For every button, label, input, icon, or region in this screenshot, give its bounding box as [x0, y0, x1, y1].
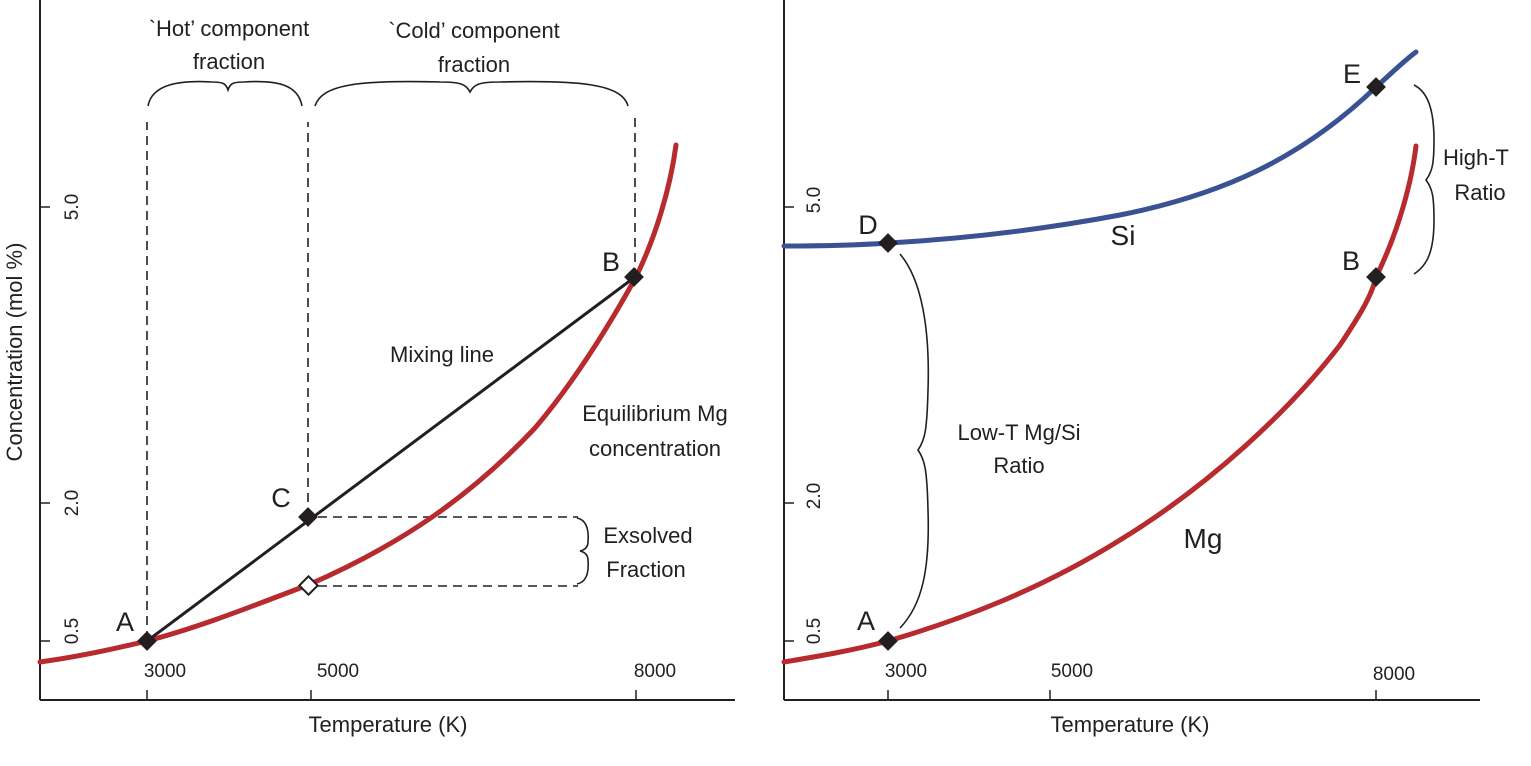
left-x-axis-label: Temperature (K) — [309, 712, 468, 737]
mg-series-label: Mg — [1184, 523, 1223, 554]
right-x-tick-label: 5000 — [1051, 661, 1093, 682]
right-y-tick-label: 2.0 — [804, 483, 825, 509]
left-y-axis-label: Concentration (mol %) — [2, 243, 27, 462]
exsolved-brace — [576, 517, 590, 585]
equilibrium-curve-label: concentration — [589, 436, 721, 461]
point-marker-e — [1366, 77, 1386, 97]
mixing-line — [146, 275, 636, 643]
point-marker-a — [878, 631, 898, 651]
high-t-label: High-T — [1443, 145, 1509, 170]
cold-fraction-label: `Cold’ component — [388, 18, 560, 43]
point-label-d: D — [858, 210, 878, 240]
mixing-line-label: Mixing line — [390, 342, 494, 367]
left-panel: 5.0 2.0 0.5 3000 5000 8000 Temperature (… — [2, 0, 735, 737]
right-x-tick-label: 8000 — [1373, 664, 1415, 685]
point-label-a: A — [857, 606, 875, 636]
left-y-tick-label: 2.0 — [62, 490, 83, 516]
point-label-b: B — [1342, 246, 1360, 276]
point-label-a: A — [116, 607, 134, 637]
point-label-c: C — [271, 483, 291, 513]
right-x-axis-label: Temperature (K) — [1051, 712, 1210, 737]
point-marker-d — [878, 233, 898, 253]
hot-fraction-label: `Hot’ component — [149, 16, 310, 41]
exsolved-label: Fraction — [606, 557, 685, 582]
point-label-e: E — [1343, 59, 1361, 89]
mg-curve — [781, 143, 1419, 665]
right-panel: 5.0 2.0 0.5 3000 5000 8000 Temperature (… — [781, 0, 1509, 737]
point-marker-c — [298, 507, 318, 527]
right-x-tick-label: 3000 — [885, 661, 927, 682]
right-y-tick-label: 0.5 — [804, 618, 825, 644]
right-y-tick-label: 5.0 — [804, 187, 825, 213]
left-x-tick-label: 8000 — [634, 661, 676, 682]
high-t-brace — [1413, 84, 1435, 275]
left-y-tick-label: 5.0 — [62, 194, 83, 220]
equilibrium-mg-curve — [37, 142, 679, 665]
si-series-label: Si — [1111, 220, 1136, 251]
point-marker-b — [1366, 267, 1386, 287]
exsolved-label: Exsolved — [603, 523, 692, 548]
hot-fraction-label: fraction — [193, 49, 265, 74]
hot-fraction-brace — [147, 80, 303, 107]
si-curve — [781, 49, 1419, 249]
cold-fraction-brace — [314, 80, 629, 107]
low-t-label: Ratio — [993, 453, 1044, 478]
point-label-b: B — [602, 247, 620, 277]
low-t-label: Low-T Mg/Si — [957, 420, 1080, 445]
equilibrium-curve-label: Equilibrium Mg — [582, 401, 728, 426]
high-t-label: Ratio — [1454, 180, 1505, 205]
low-t-brace — [899, 253, 930, 629]
cold-fraction-label: fraction — [438, 52, 510, 77]
point-marker-exsolved — [297, 574, 320, 597]
left-x-tick-label: 3000 — [144, 661, 186, 682]
point-marker-b — [624, 267, 644, 287]
left-x-tick-label: 5000 — [317, 661, 359, 682]
left-y-tick-label: 0.5 — [62, 618, 83, 644]
